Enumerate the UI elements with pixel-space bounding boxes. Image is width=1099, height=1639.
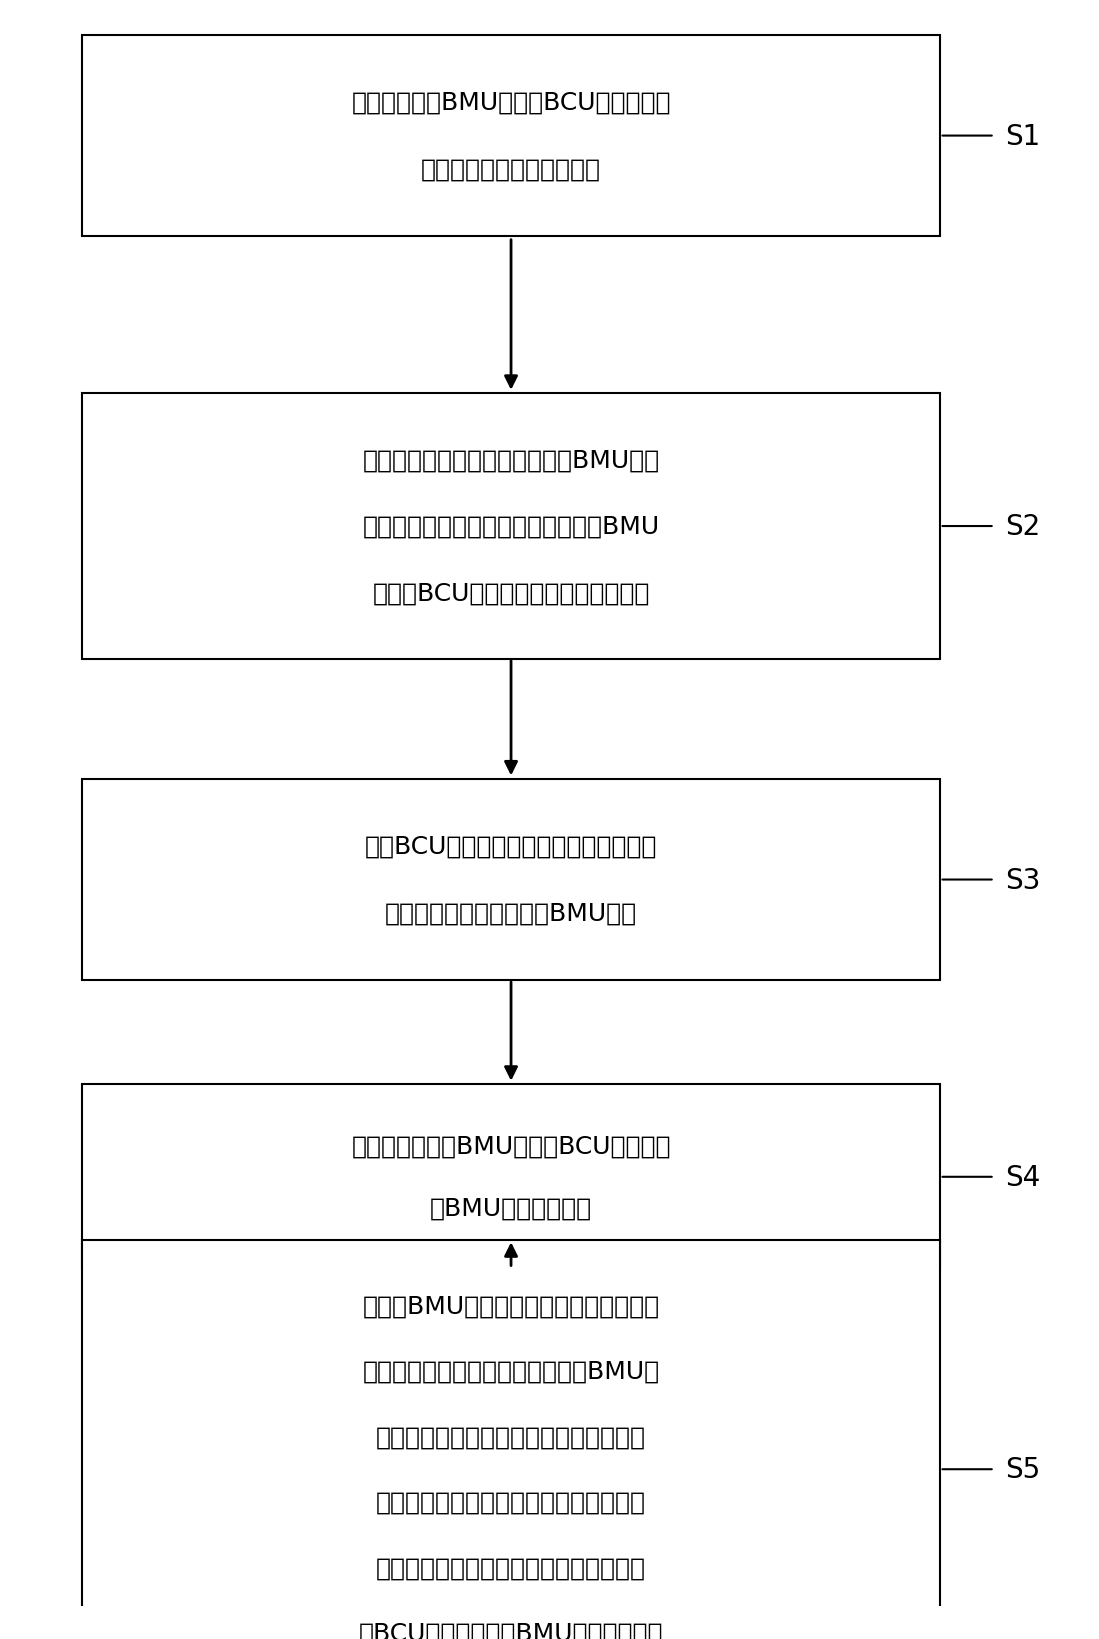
Text: 机BMU数量进行比较: 机BMU数量进行比较 [430,1196,592,1219]
Text: S2: S2 [1006,513,1041,541]
Text: S4: S4 [1006,1164,1041,1192]
FancyBboxPatch shape [82,395,940,659]
Text: 若从机BMU生成的是从机地址，且两数值: 若从机BMU生成的是从机地址，且两数值 [363,1293,659,1318]
Text: 基于方波信号频率生成当前从机BMU的从: 基于方波信号频率生成当前从机BMU的从 [363,449,659,472]
Text: 主机BCU在接收到方波信号后，基于方波: 主机BCU在接收到方波信号后，基于方波 [365,834,657,859]
Text: 信号，获取方波信号的频率: 信号，获取方波信号的频率 [421,157,601,182]
Text: 有的从机编码上报至上位机，以使上位机: 有的从机编码上报至上位机，以使上位机 [376,1490,646,1514]
Text: 成的是从机编码，且两数值相同，则将所: 成的是从机编码，且两数值相同，则将所 [376,1424,646,1449]
Text: 或主机BCU发送不同于频率的方波信号: 或主机BCU发送不同于频率的方波信号 [373,580,650,605]
Text: 机BCU分配至各从机BMU，标定完毕，: 机BCU分配至各从机BMU，标定完毕， [358,1621,664,1639]
FancyBboxPatch shape [82,1085,940,1269]
FancyBboxPatch shape [82,780,940,980]
Text: S3: S3 [1006,865,1041,893]
Text: 机地址或从机编码，同时向下一从机BMU: 机地址或从机编码，同时向下一从机BMU [363,515,659,539]
Text: S1: S1 [1006,123,1041,151]
Text: 频率来计算已标定的从机BMU数量: 频率来计算已标定的从机BMU数量 [385,901,637,926]
Text: 基于从机编码来分配从机地址，并通过主: 基于从机编码来分配从机地址，并通过主 [376,1555,646,1580]
FancyBboxPatch shape [82,1241,940,1639]
Text: S5: S5 [1006,1455,1041,1483]
Text: 将已标定的从机BMU数量与BCU连接的从: 将已标定的从机BMU数量与BCU连接的从 [352,1134,670,1159]
Text: 相同，则认定为标定完毕，若从机BMU生: 相同，则认定为标定完毕，若从机BMU生 [363,1359,659,1383]
FancyBboxPatch shape [82,36,940,238]
Text: 接收上一从机BMU或主机BCU发送的方波: 接收上一从机BMU或主机BCU发送的方波 [352,92,670,115]
